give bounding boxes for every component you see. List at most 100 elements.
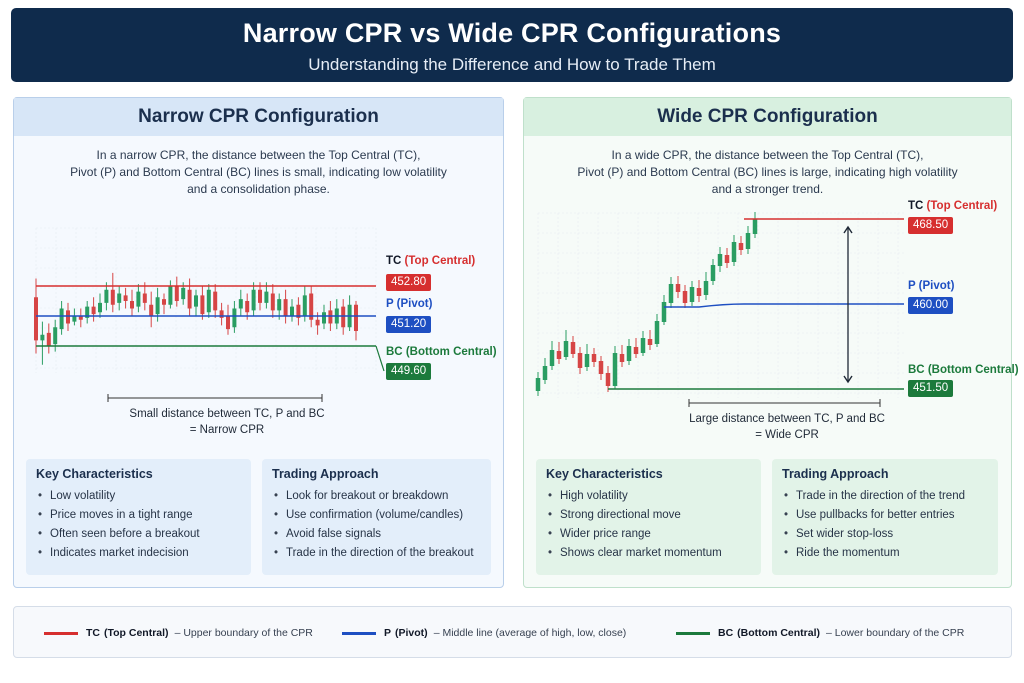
wide-characteristics-title: Key Characteristics <box>546 467 663 481</box>
candle-body <box>46 332 51 346</box>
candle-body <box>703 281 709 295</box>
wide-pivot-value-badge: 460.00 <box>908 297 954 314</box>
list-item: Wider price range <box>546 525 751 544</box>
candle-body <box>598 361 604 374</box>
candle-body <box>155 297 160 315</box>
narrow-tc-label: TC (Top Central) <box>386 255 476 267</box>
candle-body <box>142 293 147 303</box>
wide-tc-label: TC (Top Central) <box>908 200 998 212</box>
candle-body <box>117 293 122 303</box>
legend-bar: TC (Top Central) – Upper boundary of the … <box>13 606 1012 658</box>
candle-body <box>640 338 646 353</box>
candle-body <box>283 299 288 316</box>
page-title: Narrow CPR vs Wide CPR Configurations <box>242 18 782 48</box>
candle-body <box>302 295 307 316</box>
candle-body <box>200 295 205 315</box>
candle-body <box>40 334 45 341</box>
list-item: Indicates market indecision <box>36 544 241 563</box>
narrow-pivot-value-badge: 451.20 <box>386 316 432 333</box>
narrow-characteristics-title: Key Characteristics <box>36 467 153 481</box>
candle-body <box>251 289 256 311</box>
list-item: Avoid false signals <box>272 525 481 544</box>
candle-body <box>717 254 723 266</box>
candle-body <box>689 287 695 302</box>
candle-body <box>181 287 186 300</box>
candle-body <box>654 321 660 344</box>
wide-panel-title: Wide CPR Configuration <box>524 98 1011 136</box>
list-item: Use confirmation (volume/candles) <box>272 506 481 525</box>
wide-distance-caption: Large distance between TC, P and BC = Wi… <box>689 413 885 441</box>
candle-body <box>187 289 192 309</box>
candle-body <box>245 301 250 313</box>
list-item: Trade in the direction of the trend <box>782 487 988 506</box>
list-item: Low volatility <box>36 487 241 506</box>
candle-body <box>584 354 590 367</box>
candle-body <box>85 306 90 318</box>
candle-body <box>563 341 569 357</box>
candle-body <box>341 306 346 328</box>
narrow-approach-title: Trading Approach <box>272 467 379 481</box>
candle-body <box>72 316 77 322</box>
candle-body <box>535 378 541 391</box>
narrow-bc-value-badge: 449.60 <box>386 363 432 380</box>
candle-body <box>162 299 166 305</box>
list-item: Strong directional move <box>546 506 751 525</box>
candle-body <box>219 310 224 318</box>
list-item: Ride the momentum <box>782 544 988 563</box>
narrow-description-line: and a consolidation phase. <box>187 182 330 196</box>
candle-body <box>277 299 282 311</box>
candle-body <box>194 295 198 307</box>
narrow-approach-box: Trading Approach Look for breakout or br… <box>262 459 491 575</box>
wide-approach-title: Trading Approach <box>782 467 889 481</box>
candle-body <box>682 291 688 303</box>
candle-body <box>633 347 639 354</box>
candle-body <box>738 243 744 250</box>
candle-body <box>315 319 320 326</box>
candle-body <box>149 304 154 316</box>
legend-item-bc: BC (Bottom Central) – Lower boundary of t… <box>676 607 964 659</box>
narrow-cpr-panel: Narrow CPR Configuration In a narrow CPR… <box>13 97 504 588</box>
legend-item-tc: TC (Top Central) – Upper boundary of the … <box>44 607 313 659</box>
list-item: Price moves in a tight range <box>36 506 241 525</box>
candle-body <box>570 342 576 354</box>
page-subtitle: Understanding the Difference and How to … <box>308 55 716 74</box>
legend-swatch-bc <box>676 631 710 635</box>
candle-body <box>270 293 275 311</box>
narrow-distance-caption: Small distance between TC, P and BC = Na… <box>129 408 325 436</box>
candle-body <box>296 304 301 318</box>
legend-swatch-tc <box>44 631 78 635</box>
wide-tc-value-badge: 468.50 <box>908 217 954 234</box>
candle-body <box>612 353 618 386</box>
candle-body <box>605 373 611 386</box>
candle-body <box>110 289 115 305</box>
candle-body <box>238 299 243 309</box>
narrow-description-line: In a narrow CPR, the distance between th… <box>96 148 421 162</box>
candle-body <box>34 297 38 341</box>
candle-body <box>213 291 218 311</box>
candle-body <box>745 233 751 249</box>
candle-body <box>66 310 70 324</box>
candle-body <box>59 308 64 330</box>
list-item: Look for breakout or breakdown <box>272 487 481 506</box>
candle-body <box>710 265 716 281</box>
narrow-pivot-label: P (Pivot) <box>386 298 433 310</box>
candle-body <box>104 289 109 303</box>
candle-body <box>549 350 555 366</box>
candle-body <box>591 354 597 362</box>
candle-body <box>577 353 583 368</box>
candle-body <box>232 308 237 328</box>
narrow-description: In a narrow CPR, the distance between th… <box>14 147 503 198</box>
list-item: Set wider stop-loss <box>782 525 988 544</box>
candle-body <box>675 284 681 292</box>
candle-body <box>354 304 358 331</box>
narrow-characteristics-box: Key Characteristics Low volatility Price… <box>26 459 251 575</box>
list-item: Use pullbacks for better entries <box>782 506 988 525</box>
candle-body <box>91 306 96 315</box>
wide-description: In a wide CPR, the distance between the … <box>524 147 1011 198</box>
candle-body <box>98 302 102 313</box>
wide-description-line: In a wide CPR, the distance between the … <box>611 148 924 162</box>
legend-item-pivot: P (Pivot) – Middle line (average of high,… <box>342 607 626 659</box>
candle-body <box>78 316 83 320</box>
wide-approach-box: Trading Approach Trade in the direction … <box>772 459 998 575</box>
candle-body <box>123 295 128 301</box>
